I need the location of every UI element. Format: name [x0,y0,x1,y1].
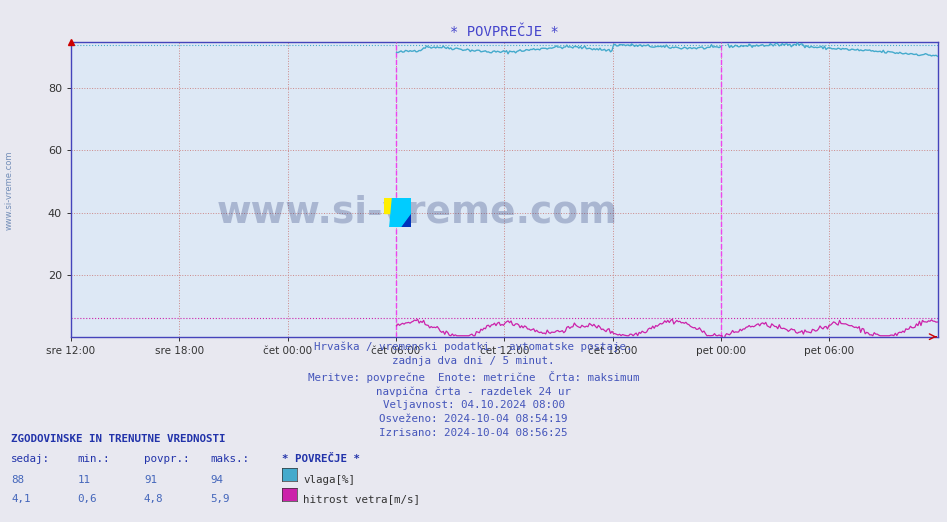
Text: maks.:: maks.: [210,454,249,464]
Text: 91: 91 [144,475,157,485]
Text: 11: 11 [78,475,91,485]
Text: min.:: min.: [78,454,110,464]
Text: www.si-vreme.com: www.si-vreme.com [5,151,14,230]
Text: 0,6: 0,6 [78,494,98,504]
Bar [384,198,398,213]
Text: sedaj:: sedaj: [11,454,50,464]
Text: 4,1: 4,1 [11,494,31,504]
Text: 5,9: 5,9 [210,494,230,504]
Text: * POVREČJE *: * POVREČJE * [282,454,360,464]
Bar [398,213,411,227]
Text: www.si-vreme.com: www.si-vreme.com [217,195,618,231]
Text: 94: 94 [210,475,223,485]
Text: 88: 88 [11,475,25,485]
Text: 4,8: 4,8 [144,494,164,504]
Bar [398,198,411,213]
Text: povpr.:: povpr.: [144,454,189,464]
Text: hitrost vetra[m/s]: hitrost vetra[m/s] [303,494,420,504]
Text: Hrvaška / vremenski podatki - avtomatske postaje.
zadnja dva dni / 5 minut.
Meri: Hrvaška / vremenski podatki - avtomatske… [308,342,639,437]
Title: * POVPREČJE *: * POVPREČJE * [450,25,559,39]
Text: ZGODOVINSKE IN TRENUTNE VREDNOSTI: ZGODOVINSKE IN TRENUTNE VREDNOSTI [11,434,226,444]
Text: vlaga[%]: vlaga[%] [303,475,355,485]
Polygon shape [390,198,411,227]
